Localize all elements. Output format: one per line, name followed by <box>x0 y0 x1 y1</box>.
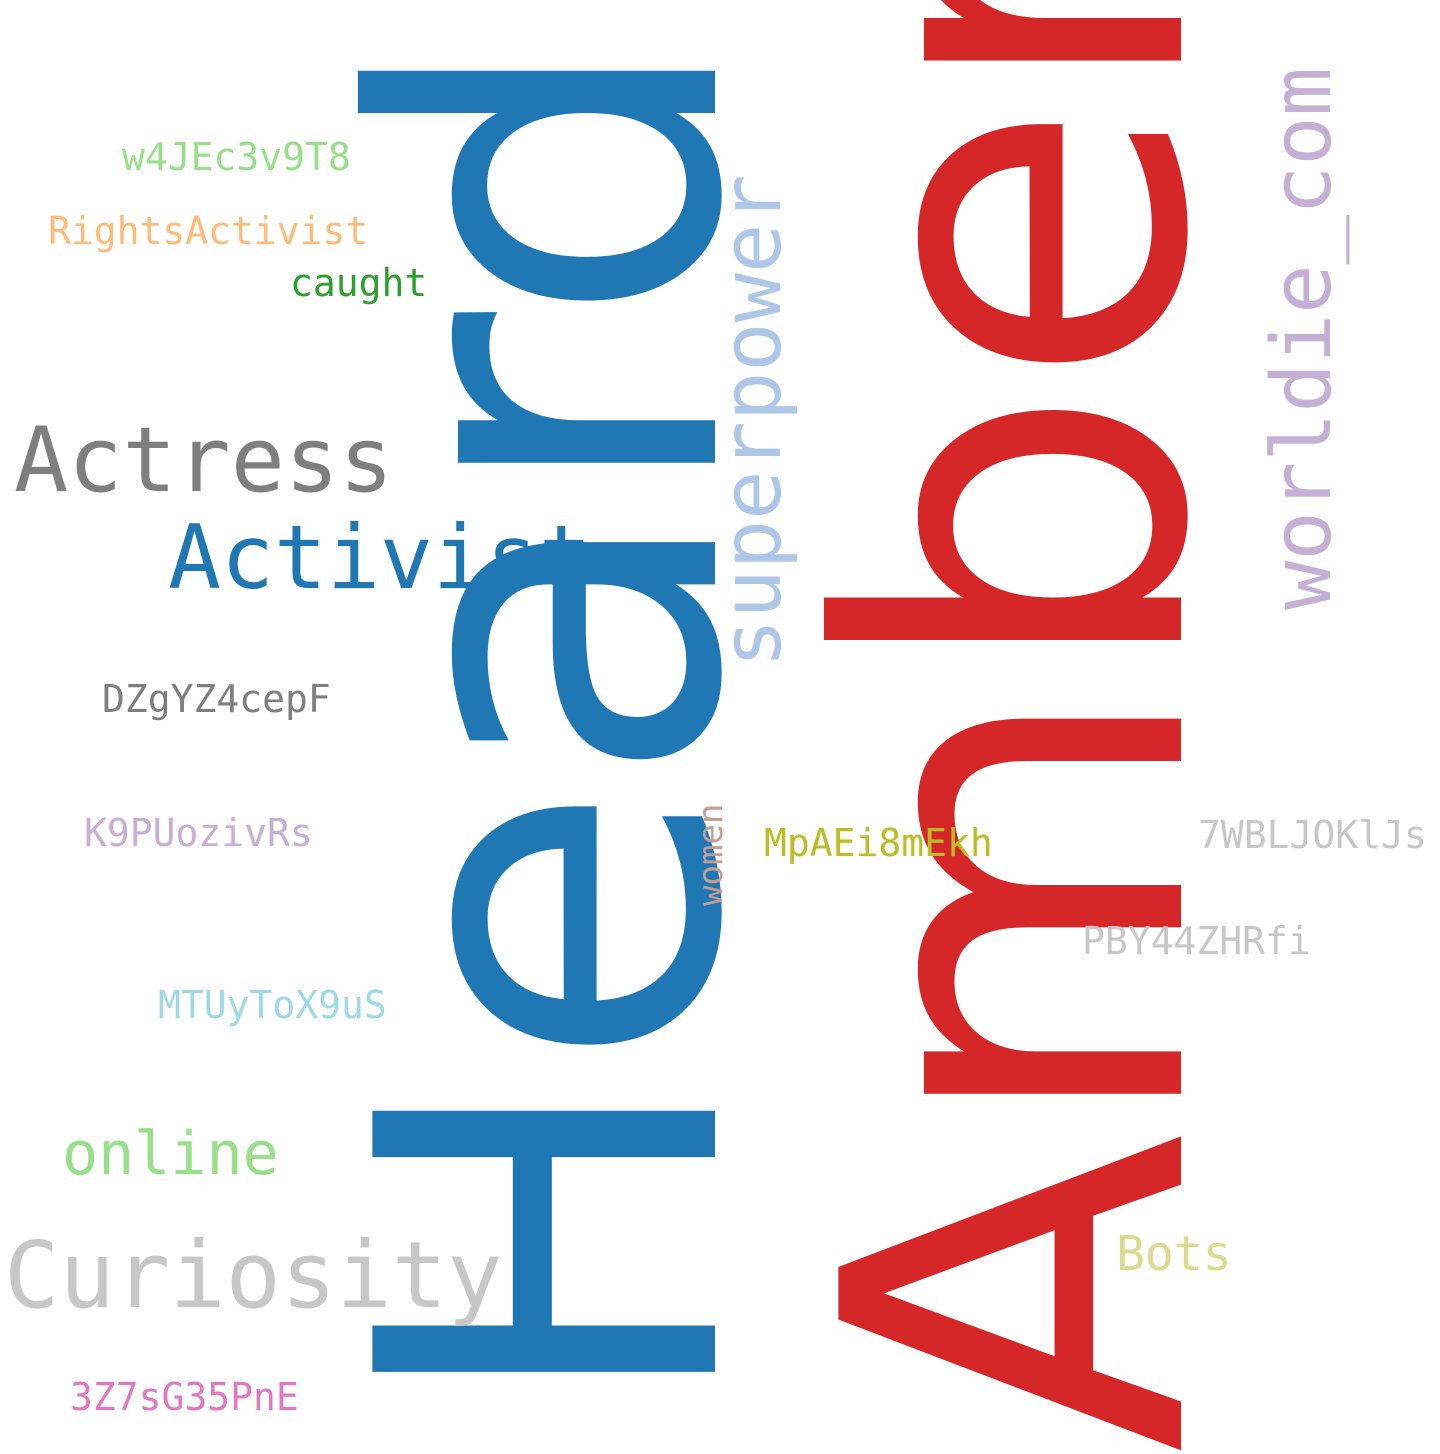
word-curiosity: Curiosity <box>4 1222 503 1329</box>
word-k9puozivrs: K9PUozivRs <box>84 811 313 855</box>
word-pby44zhrfi: PBY44ZHRfi <box>1082 919 1311 963</box>
word-worldie-com: worldie_com <box>1255 66 1350 610</box>
word-mpaei8mekh: MpAEi8mEkh <box>764 821 993 865</box>
word-w4jec3v9t8: w4JEc3v9T8 <box>122 135 351 179</box>
word-caught: caught <box>290 261 428 305</box>
word-dzgyz4cepf: DZgYZ4cepF <box>102 677 331 721</box>
word-7wbljokljs: 7WBLJOKlJs <box>1198 813 1427 857</box>
word-rightsactivist: RightsActivist <box>48 209 369 253</box>
word-mtuytox9us: MTUyToX9uS <box>158 983 387 1027</box>
word-3z7sg35pne: 3Z7sG35PnE <box>70 1375 299 1419</box>
word-actress: Actress <box>14 408 394 513</box>
word-online: online <box>62 1119 279 1189</box>
word-bots: Bots <box>1116 1226 1232 1282</box>
word-activist: Activist <box>168 506 592 609</box>
word-women: women <box>691 803 731 906</box>
word-superpower: superpower <box>705 174 800 668</box>
